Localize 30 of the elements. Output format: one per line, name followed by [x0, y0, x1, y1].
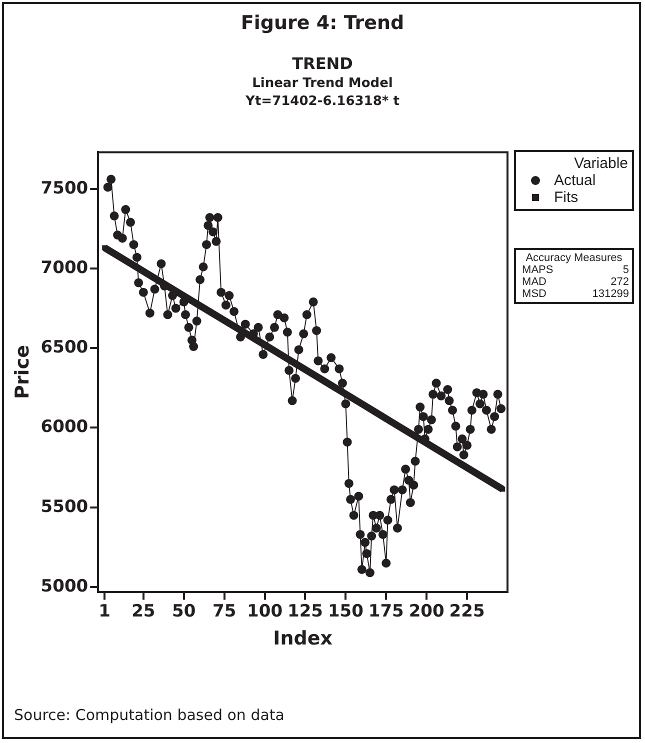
text: Accuracy Measures [524, 252, 624, 264]
y-axis-title: Price [11, 345, 34, 399]
text: Yt=71402-6.16318* t [244, 94, 400, 109]
x-tick-label: 50 [172, 601, 196, 622]
x-tick-label: 75 [212, 601, 236, 622]
y-tick-label: 7000 [40, 258, 88, 278]
source-note: Source: Computation based on data [14, 706, 284, 724]
x-tick-label: 25 [132, 601, 156, 622]
x-tick-label: 1 [98, 601, 111, 622]
y-tick-label: 6500 [40, 338, 88, 358]
text: MAD 272 [522, 276, 629, 288]
text: MSD 131299 [522, 288, 629, 300]
text: Linear Trend Model [251, 76, 394, 91]
y-tick-label: 7500 [40, 178, 88, 198]
y-tick-label: 6000 [40, 417, 88, 438]
text: MAPS 5 [522, 264, 629, 276]
x-tick-label: 175 [368, 601, 404, 622]
x-tick-label: 225 [449, 601, 485, 622]
legend-label: Actual [554, 172, 596, 189]
chart-title: Figure 4: Trend [240, 12, 406, 34]
legend-label: Fits [554, 189, 578, 206]
x-tick-label: 150 [328, 601, 364, 622]
chart-subtitle: TREND [291, 54, 354, 73]
x-tick-label: 100 [247, 601, 283, 622]
x-axis-title: Index [273, 628, 332, 650]
x-tick-label: 125 [287, 601, 323, 622]
y-tick-label: 5500 [40, 496, 88, 517]
y-tick-label: 5000 [40, 576, 88, 596]
legend-title: Variable [573, 155, 628, 172]
x-tick-label: 200 [408, 601, 444, 622]
